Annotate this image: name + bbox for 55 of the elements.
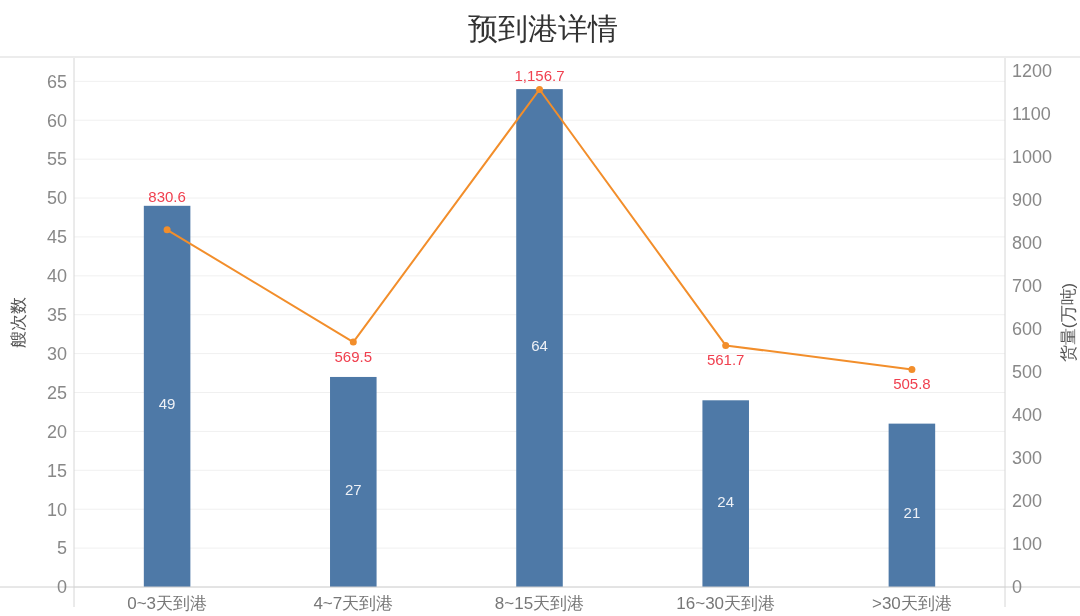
y2-axis-title: 货量(万吨) (1059, 282, 1078, 363)
chart-title: 预到港详情 (467, 12, 618, 45)
y-tick-label: 35 (46, 305, 67, 326)
point (349, 338, 357, 346)
y2-tick-label: 900 (1012, 190, 1043, 211)
y2-tick-label: 100 (1012, 534, 1043, 555)
y2-tick-label: 800 (1012, 233, 1043, 254)
y-tick-label: 20 (46, 421, 67, 442)
y2-tick-label: 1000 (1012, 147, 1053, 168)
y2-tick-label: 400 (1012, 405, 1043, 426)
data-label: 569.5 (334, 348, 373, 366)
point (908, 365, 916, 373)
x-tick-label: 16~30天到港 (676, 594, 776, 613)
point (536, 86, 543, 94)
y2-tick-label: 1100 (1012, 104, 1051, 125)
y-tick-label: 50 (46, 188, 67, 209)
bar (702, 400, 749, 587)
bar (516, 89, 563, 587)
y2-tick-label: 700 (1012, 276, 1043, 297)
data-label: 24 (717, 492, 735, 510)
data-label: 49 (158, 395, 176, 413)
bar (888, 423, 936, 587)
y-tick-label: 40 (46, 266, 67, 287)
y2-tick-label: 200 (1012, 491, 1043, 512)
data-label: 1,156.7 (514, 66, 565, 84)
y-tick-label: 0 (56, 577, 67, 598)
y2-tick-label: 500 (1012, 362, 1043, 383)
bar (143, 205, 191, 587)
point (163, 226, 171, 234)
data-label: 561.7 (706, 351, 745, 369)
y-axis-title: 艘次数 (9, 297, 28, 348)
y2-tick-label: 1200 (1012, 61, 1053, 82)
data-label: 830.6 (148, 187, 186, 205)
y-tick-label: 30 (46, 343, 67, 364)
y-tick-label: 15 (46, 460, 67, 481)
y2-tick-label: 300 (1012, 448, 1043, 469)
y-tick-label: 10 (46, 499, 67, 520)
y-tick-label: 60 (46, 110, 67, 131)
point (722, 341, 730, 349)
x-tick-label: 8~15天到港 (494, 594, 585, 613)
y-tick-label: 55 (46, 149, 67, 170)
data-label: 64 (531, 337, 548, 355)
x-tick-label: 0~3天到港 (127, 594, 208, 613)
data-label: 27 (344, 480, 362, 498)
bar (330, 376, 377, 587)
y-tick-label: 25 (46, 382, 67, 403)
y2-tick-label: 600 (1012, 319, 1043, 340)
y-tick-label: 45 (46, 227, 67, 248)
y-tick-label: 5 (56, 538, 67, 559)
x-tick-label: 4~7天到港 (313, 594, 394, 613)
y2-tick-label: 0 (1012, 577, 1023, 598)
y-tick-label: 65 (46, 71, 67, 92)
data-label: 21 (903, 504, 921, 522)
x-tick-label: >30天到港 (871, 594, 952, 613)
data-label: 505.8 (893, 375, 931, 393)
